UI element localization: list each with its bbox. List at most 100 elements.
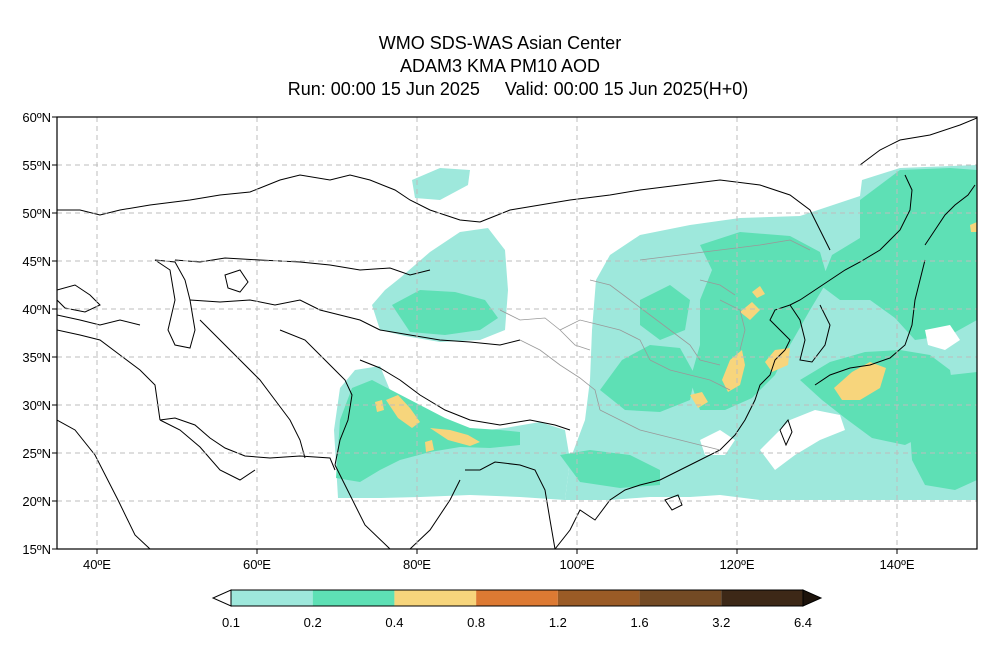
colorbar-swatch: [476, 590, 558, 606]
coastline-black-sea: [57, 284, 101, 313]
province-border-qinghai: [559, 319, 651, 361]
lat-tick-label: 55ºN: [22, 158, 51, 173]
coastline-korea: [789, 304, 831, 363]
province-border-gansu: [589, 279, 671, 331]
aod-clear-areas: [700, 325, 960, 470]
colorbar-frame: [230, 589, 804, 607]
aod-region-thar: [386, 395, 420, 428]
colorbar-over-arrow: [802, 589, 823, 607]
title-run-valid-time: Run: 00:00 15 Jun 2025 Valid: 00:00 15 J…: [287, 79, 749, 99]
map-frame: [56, 116, 978, 550]
coastline-indochina: [554, 349, 786, 549]
aod-region-mongolia-light: [412, 168, 470, 200]
coastline-hainan: [664, 494, 683, 511]
lon-tick-label: 140ºE: [879, 557, 914, 572]
aod-region-bengal: [425, 440, 434, 452]
map-title-block: WMO SDS-WAS Asian Center ADAM3 KMA PM10 …: [0, 32, 1000, 101]
colorbar-swatch: [312, 590, 395, 606]
latitude-labels: 60ºN 55ºN 50ºN 45ºN 40ºN 35ºN 30ºN 25ºN 20ºN 15ºN: [22, 110, 57, 557]
colorbar-level-label: 0.2: [304, 615, 322, 630]
lat-tick-label: 20ºN: [22, 494, 51, 509]
aod-region-punjab: [375, 400, 384, 412]
colorbar-swatch: [394, 590, 477, 606]
colorbar-level-label: 0.1: [222, 615, 240, 630]
aod-region-east-china: [765, 348, 790, 372]
coastline-caspian: [154, 259, 196, 349]
border-turkey: [57, 314, 141, 326]
lon-tick-label: 120ºE: [719, 557, 754, 572]
province-border-east: [699, 279, 746, 351]
province-border-inner-mongolia: [639, 239, 811, 261]
province-border-south: [599, 409, 721, 451]
colorbar-swatch: [231, 590, 313, 606]
colorbar-swatch: [721, 590, 803, 606]
lat-tick-label: 45ºN: [22, 254, 51, 269]
lon-tick-label: 40ºE: [83, 557, 111, 572]
lon-tick-label: 60ºE: [243, 557, 271, 572]
lat-tick-label: 15ºN: [22, 542, 51, 557]
border-russia-kazakhstan: [57, 174, 481, 223]
lat-tick-label: 60ºN: [22, 110, 51, 125]
coastline-persian-gulf: [159, 417, 336, 471]
province-border-tibet: [519, 339, 601, 411]
aod-region-myanmar: [560, 450, 660, 488]
coastline-kamchatka: [859, 117, 977, 166]
aod-clear-south-china: [700, 430, 735, 455]
longitude-labels: 40ºE 60ºE 80ºE 100ºE 120ºE 140ºE: [83, 549, 915, 572]
border-kazakhstan-south: [174, 257, 431, 276]
aod-region-south-china: [690, 392, 708, 408]
lat-tick-label: 40ºN: [22, 302, 51, 317]
lat-tick-label: 35ºN: [22, 350, 51, 365]
aod-region-bohai: [740, 302, 760, 320]
coastline-taiwan: [779, 418, 793, 447]
aod-clear-south-china-sea: [760, 410, 845, 470]
border-mongolia: [479, 179, 831, 251]
aod-region-ganges: [430, 428, 480, 446]
aod-region-mongolia-plateau: [640, 285, 690, 340]
aod-level-0.4-0.8: [375, 222, 977, 452]
lon-tick-label: 100ºE: [559, 557, 594, 572]
province-borders-layer: [499, 239, 811, 451]
aod-clear-pacific-ne: [925, 325, 960, 350]
aod-region-yellow-sea-plume: [834, 362, 886, 400]
aod-level-0.2-0.4: [336, 168, 977, 490]
lat-tick-label: 50ºN: [22, 206, 51, 221]
province-border-central: [649, 329, 731, 391]
colorbar-swatch: [557, 590, 640, 606]
aod-region-hebei: [752, 286, 765, 298]
border-middle-east: [57, 329, 161, 421]
aod-region-manchuria: [820, 168, 977, 340]
colorbar-swatch: [639, 590, 722, 606]
title-organization: WMO SDS-WAS Asian Center: [378, 33, 622, 53]
colorbar-level-label: 0.4: [385, 615, 403, 630]
lat-tick-label: 25ºN: [22, 446, 51, 461]
lat-tick-label: 30ºN: [22, 398, 51, 413]
border-tibet-north: [379, 329, 521, 346]
coastline-aral: [224, 269, 249, 293]
aod-region-central-asia: [392, 290, 498, 335]
colorbar-level-label: 1.2: [549, 615, 567, 630]
aod-region-north-china-plain: [722, 350, 745, 392]
aod-colorbar: 0.1 0.2 0.4 0.8 1.2 1.6 3.2 6.4: [211, 589, 823, 630]
colorbar-level-label: 0.8: [467, 615, 485, 630]
colorbar-under-arrow: [211, 589, 232, 607]
aod-region-japan-east: [970, 222, 977, 232]
border-himalaya: [359, 359, 571, 431]
map-gridlines: [57, 117, 977, 549]
aod-region-nw-pacific: [910, 372, 977, 490]
aod-region-north-china: [690, 232, 828, 410]
aod-region-sichuan: [600, 345, 695, 412]
colorbar-level-label: 1.6: [631, 615, 649, 630]
coastline-china-north: [769, 174, 913, 351]
coastlines-layer: [57, 117, 977, 549]
colorbar-level-label: 6.4: [794, 615, 812, 630]
border-pakistan: [279, 329, 353, 466]
aod-shading-layer: [334, 165, 977, 500]
title-product: ADAM3 KMA PM10 AOD: [399, 56, 601, 76]
border-iran-afghan: [199, 319, 306, 459]
colorbar-level-label: 3.2: [712, 615, 730, 630]
coastline-india: [334, 461, 556, 549]
border-central-asia: [189, 299, 381, 331]
lon-tick-label: 80ºE: [403, 557, 431, 572]
